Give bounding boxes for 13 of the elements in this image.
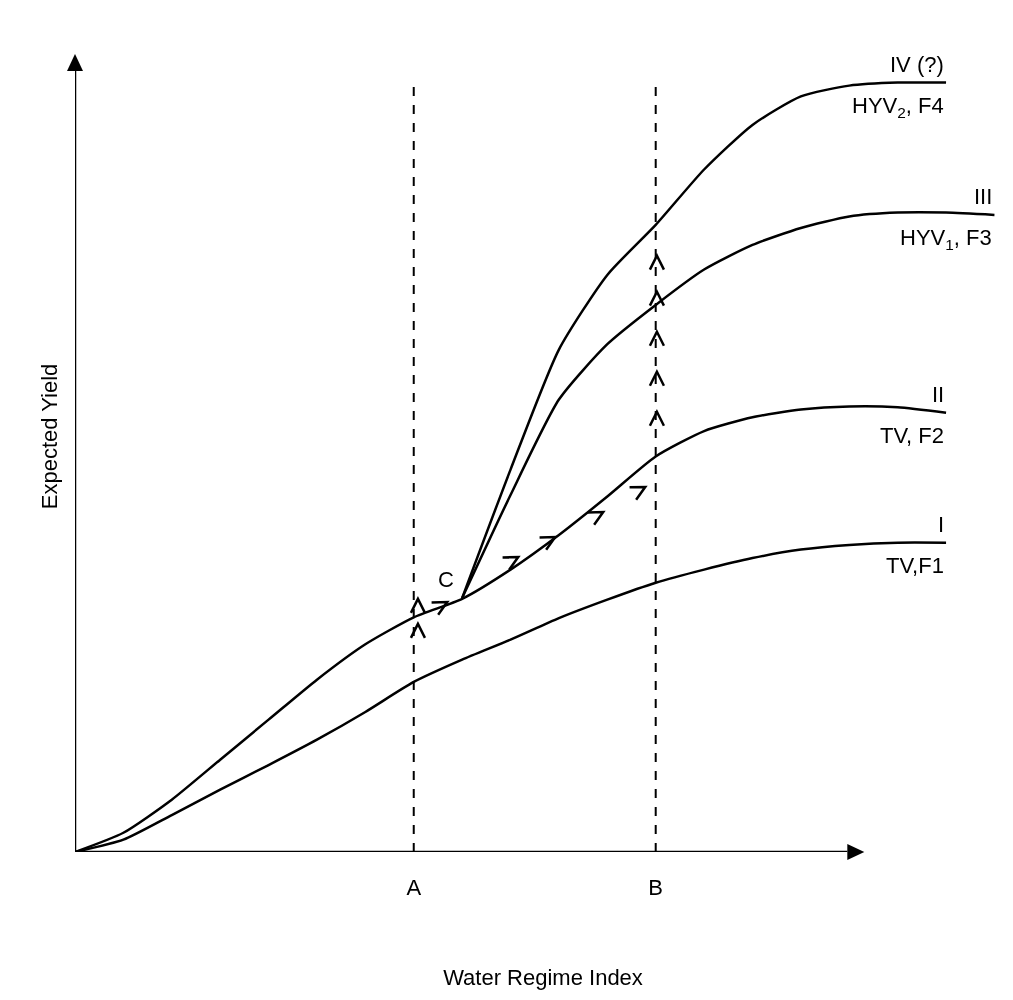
x-tick-label: B <box>648 875 664 900</box>
annotation: TV, F2 <box>880 423 944 448</box>
annotation: C <box>438 567 454 592</box>
y-axis-title: Expected Yield <box>36 363 62 510</box>
series-label: IV (?) <box>890 52 944 77</box>
annotation: TV,F1 <box>886 553 944 578</box>
series-label: III <box>974 184 993 209</box>
series-label: II <box>932 382 945 407</box>
annotation: HYV$_{2}$, F4 <box>852 93 944 121</box>
series-label: I <box>938 512 945 537</box>
annotation: HYV$_{1}$, F3 <box>900 225 992 253</box>
x-axis-title: Water Regime Index <box>443 964 643 990</box>
x-tick-label: A <box>406 875 422 900</box>
